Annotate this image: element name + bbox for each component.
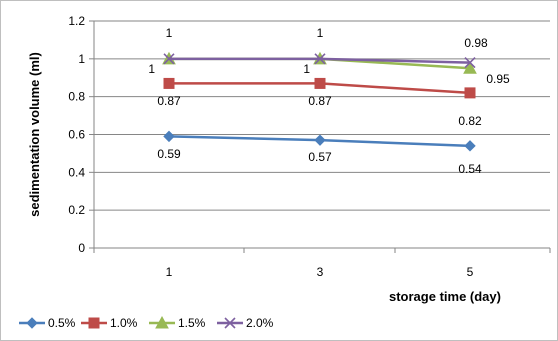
- legend-label: 0.5%: [48, 316, 76, 330]
- y-tick-label: 0.8: [68, 90, 85, 104]
- data-label: 0.95: [486, 72, 510, 86]
- y-tick-label: 0.4: [68, 165, 85, 179]
- y-tick-label: 0.6: [68, 128, 85, 142]
- y-tick-label: 1.2: [68, 14, 85, 28]
- data-label: 0.82: [458, 114, 482, 128]
- legend-label: 1.0%: [110, 316, 138, 330]
- series-point-2.0%: [464, 57, 476, 69]
- series-point-0.5%: [163, 130, 175, 143]
- series-point-0.5%: [464, 140, 476, 152]
- y-tick-label: 0.2: [68, 203, 85, 217]
- data-label: 0.57: [308, 150, 332, 164]
- series-point-1.0%: [163, 77, 175, 89]
- series-point-1.0%: [314, 77, 326, 89]
- series-point-2.0%: [163, 53, 175, 65]
- y-axis-title: sedimentation volume (ml): [27, 52, 42, 217]
- data-label: 1: [148, 62, 155, 76]
- x-tick-label: 1: [166, 265, 173, 279]
- data-label: 0.98: [464, 36, 488, 50]
- series-point-2.0%: [314, 53, 326, 65]
- y-tick-label: 1: [78, 52, 85, 66]
- x-tick-label: 5: [467, 265, 474, 279]
- series-point-1.0%: [464, 87, 476, 99]
- y-tick-label: 0: [78, 241, 85, 255]
- legend-marker-2.0%: [224, 317, 236, 329]
- data-label: 0.87: [308, 94, 332, 108]
- legend-label: 1.5%: [178, 316, 206, 330]
- legend-label: 2.0%: [246, 316, 274, 330]
- legend-marker-1.0%: [88, 317, 100, 329]
- x-axis-title: storage time (day): [389, 289, 501, 304]
- legend-marker-1.5%: [155, 315, 169, 329]
- series-point-1.5%: [463, 61, 477, 74]
- data-label: 1: [166, 26, 173, 40]
- data-label: 0.87: [157, 94, 181, 108]
- series-point-0.5%: [314, 134, 326, 146]
- x-tick-label: 3: [317, 265, 324, 279]
- legend-marker-0.5%: [26, 317, 38, 329]
- data-label: 0.54: [458, 162, 482, 176]
- data-label: 1: [317, 26, 324, 40]
- data-label: 0.59: [157, 147, 181, 161]
- data-label: 1: [303, 62, 310, 76]
